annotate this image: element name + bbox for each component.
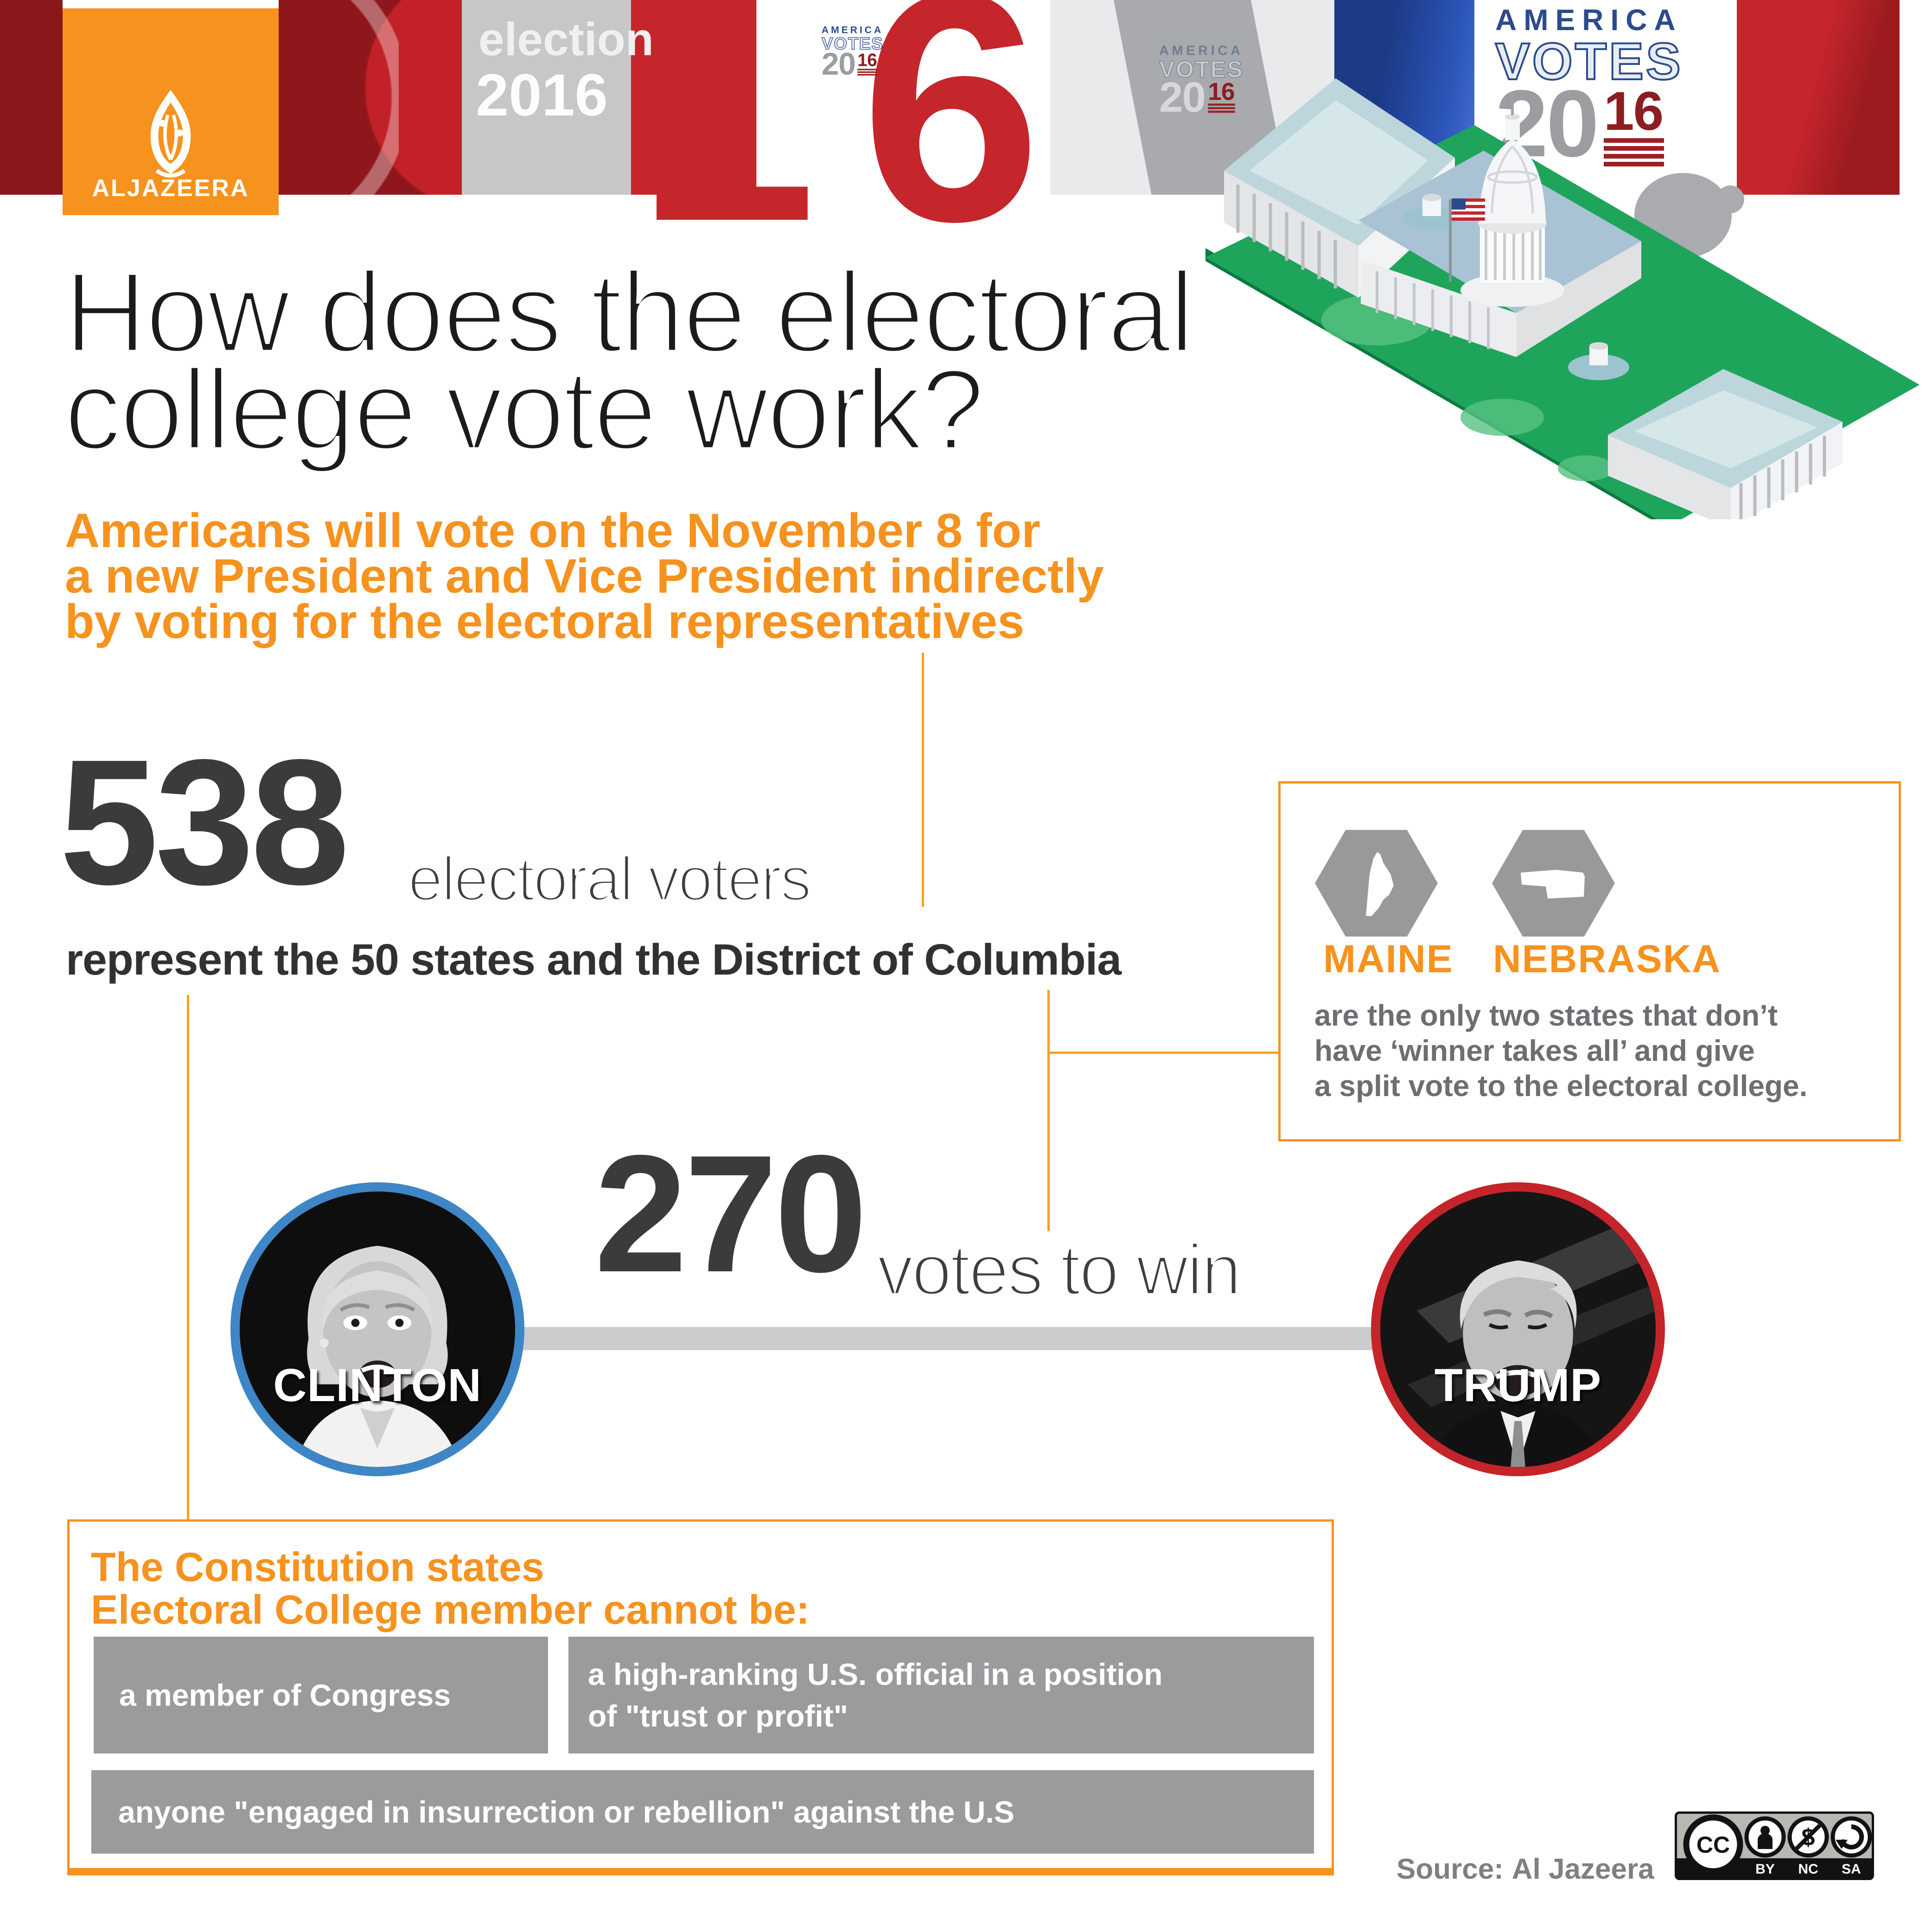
- logo-stripes: [857, 69, 878, 76]
- logo-stripes: [1208, 103, 1235, 113]
- connector-mid-down: [1047, 990, 1050, 1231]
- nebraska-hexagon: [1492, 830, 1615, 937]
- stat-538-number: 538: [59, 722, 350, 922]
- logo-stripes: [1604, 138, 1664, 166]
- trump-photo: [1380, 1192, 1656, 1467]
- capitol-illustration: [1205, 78, 1919, 519]
- banner-giant-16: 16: [636, 0, 1085, 289]
- capitol-right-wing: [1608, 369, 1843, 519]
- constitution-heading: The Constitution states Electoral Colleg…: [91, 1544, 810, 1632]
- cc-by-label: BY: [1755, 1862, 1775, 1877]
- banner-maroon-left: [0, 0, 63, 195]
- stat-270-label: votes to win: [876, 1228, 1243, 1311]
- aljazeera-wordmark: ALJAZEERA: [92, 175, 249, 202]
- state-label-maine: MAINE: [1323, 937, 1454, 981]
- aljazeera-flame-icon: [150, 90, 191, 178]
- clinton-photo: [240, 1192, 515, 1467]
- state-label-nebraska: NEBRASKA: [1493, 937, 1722, 981]
- source-label: Source:: [1396, 1853, 1504, 1885]
- cc-by-icon: [1744, 1816, 1786, 1858]
- banner-red-band-right: [1737, 0, 1900, 195]
- maine-hexagon: [1315, 830, 1438, 937]
- split-vote-box: MAINE NEBRASKA are the only two states t…: [1278, 781, 1901, 1141]
- nebraska-state-icon: [1521, 870, 1585, 899]
- split-vote-text: are the only two states that don’t have …: [1314, 999, 1808, 1103]
- title-line2: college vote work?: [62, 345, 987, 474]
- candidates-connector-bar: [380, 1327, 1518, 1350]
- rule-item-congress: a member of Congress: [94, 1637, 548, 1753]
- source-line: Source: Al Jazeera: [1396, 1853, 1654, 1886]
- candidate-name-right: TRUMP: [1434, 1359, 1602, 1411]
- cc-sa-icon: [1830, 1816, 1872, 1858]
- candidate-name-left: CLINTON: [273, 1359, 482, 1411]
- top-banner: election 2016 16 AMERICA VOTES 20 16 AME…: [0, 0, 1932, 270]
- source-value: Al Jazeera: [1511, 1853, 1654, 1885]
- page-title: How does the electoral college vote work…: [62, 248, 1197, 474]
- stat-270-number: 270: [594, 1121, 867, 1307]
- stat-538-description: represent the 50 states and the District…: [66, 935, 1122, 984]
- rule-item-official: a high-ranking U.S. official in a positi…: [568, 1637, 1314, 1753]
- cc-nc-icon: $: [1787, 1816, 1829, 1858]
- election-2016-box: election 2016: [462, 0, 654, 195]
- cc-icon: CC: [1696, 1832, 1730, 1858]
- constitution-box: The Constitution states Electoral Colleg…: [67, 1519, 1334, 1875]
- creative-commons-badge: CC $ BY NC SA: [1675, 1811, 1874, 1880]
- tholos-structures: [1403, 194, 1629, 380]
- cc-nc-label: NC: [1798, 1862, 1818, 1877]
- banner-maroon-mid: [279, 0, 462, 195]
- maine-state-icon: [1366, 852, 1394, 916]
- america-votes-logo-gray: AMERICA VOTES 20 16: [1159, 43, 1244, 121]
- america-votes-logo-small: AMERICA VOTES 20 16: [821, 24, 884, 82]
- intro-text: Americans will vote on the November 8 fo…: [65, 504, 1104, 649]
- trump-portrait: TRUMP: [1371, 1182, 1665, 1476]
- capitol-dome: [1460, 93, 1564, 307]
- connector-left-down: [187, 995, 189, 1519]
- title-line1: How does the electoral: [62, 248, 1197, 376]
- cc-sa-label: SA: [1842, 1862, 1861, 1877]
- clinton-portrait: CLINTON: [230, 1182, 524, 1476]
- aljazeera-logo-block: ALJAZEERA: [63, 8, 279, 215]
- election-label: election: [478, 13, 654, 65]
- banner-white-arc: [297, 0, 399, 195]
- election-year: 2016: [476, 62, 608, 128]
- connector-to-splitbox: [1047, 1052, 1279, 1054]
- stat-538-label: electoral voters: [407, 842, 813, 915]
- us-flag-icon: [1449, 198, 1485, 282]
- rule-item-insurrection: anyone "engaged in insurrection or rebel…: [91, 1770, 1314, 1854]
- banner-red-strip: [631, 0, 717, 195]
- connector-subtitle-down: [922, 653, 924, 907]
